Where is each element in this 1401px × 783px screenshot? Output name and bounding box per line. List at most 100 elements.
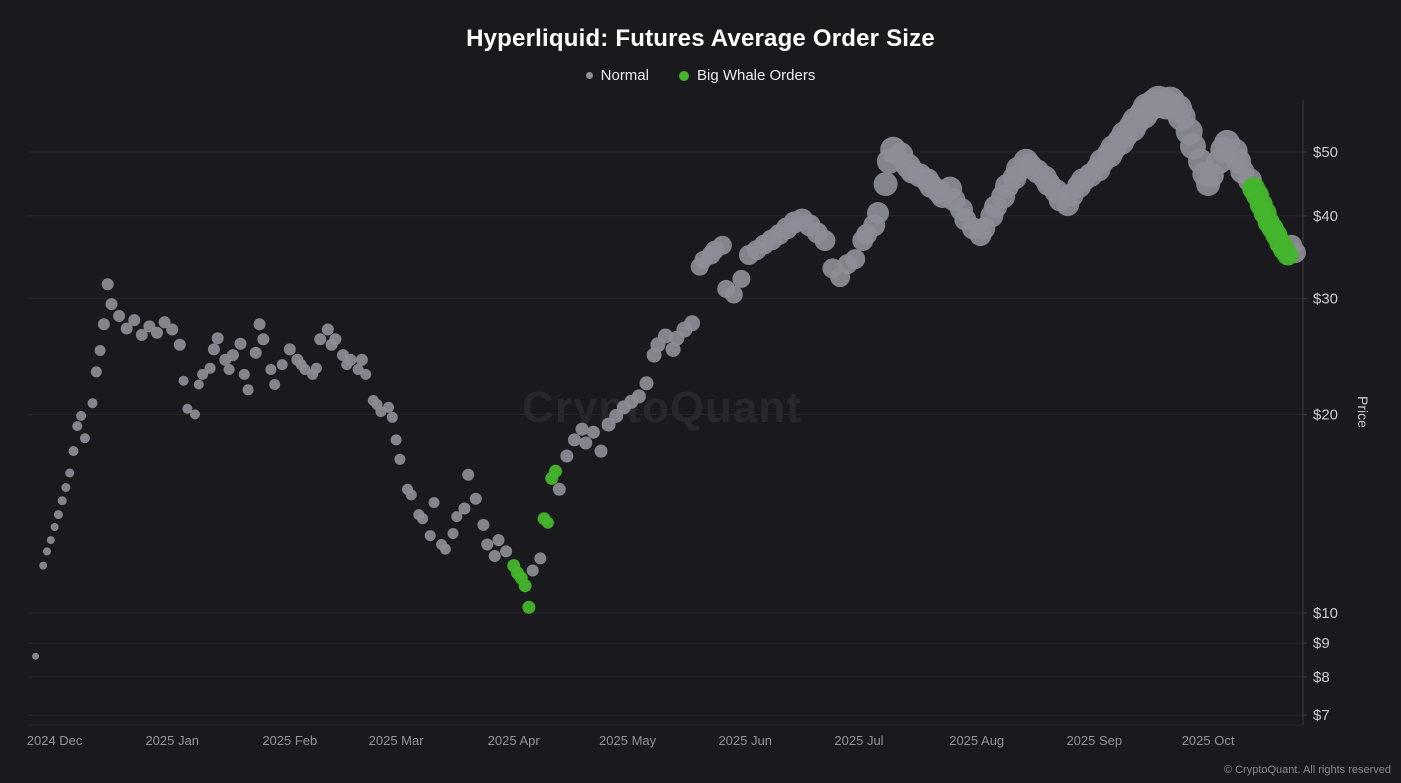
normal-order-point[interactable] (120, 322, 133, 335)
normal-order-point[interactable] (72, 421, 83, 432)
normal-order-point[interactable] (223, 364, 235, 375)
normal-order-point[interactable] (283, 343, 296, 356)
normal-order-point[interactable] (79, 433, 90, 444)
normal-order-point[interactable] (500, 545, 513, 558)
normal-order-point[interactable] (424, 530, 436, 542)
normal-order-point[interactable] (526, 564, 539, 577)
normal-order-point[interactable] (575, 422, 589, 436)
normal-order-point[interactable] (226, 349, 239, 362)
normal-order-point[interactable] (151, 326, 163, 339)
normal-order-point[interactable] (458, 502, 471, 515)
normal-order-point[interactable] (732, 269, 751, 288)
whale-order-point[interactable] (541, 516, 554, 529)
normal-order-point[interactable] (87, 398, 98, 409)
normal-order-point[interactable] (178, 375, 189, 386)
normal-order-point[interactable] (68, 446, 79, 457)
normal-order-point[interactable] (552, 482, 566, 496)
normal-order-point[interactable] (46, 536, 55, 545)
normal-order-point[interactable] (417, 513, 429, 525)
whale-order-point[interactable] (522, 600, 536, 614)
normal-order-point[interactable] (113, 310, 126, 322)
normal-order-point[interactable] (173, 338, 186, 351)
normal-order-point[interactable] (712, 235, 732, 255)
normal-order-point[interactable] (242, 384, 254, 396)
whale-order-point[interactable] (1277, 244, 1299, 266)
normal-order-point[interactable] (128, 314, 141, 327)
normal-order-point[interactable] (390, 434, 402, 446)
normal-order-point[interactable] (639, 376, 654, 391)
normal-order-point[interactable] (873, 172, 898, 197)
normal-order-point[interactable] (238, 368, 250, 380)
normal-order-point[interactable] (845, 249, 866, 270)
whale-order-point[interactable] (549, 464, 562, 478)
normal-order-point[interactable] (249, 346, 262, 359)
normal-order-point[interactable] (428, 497, 440, 509)
normal-order-point[interactable] (190, 409, 200, 420)
normal-order-point[interactable] (462, 468, 475, 481)
normal-order-point[interactable] (276, 359, 288, 371)
normal-order-point[interactable] (477, 518, 490, 531)
normal-order-point[interactable] (76, 410, 87, 421)
normal-order-point[interactable] (405, 489, 417, 501)
normal-order-point[interactable] (451, 511, 463, 523)
normal-order-point[interactable] (197, 368, 209, 380)
normal-order-point[interactable] (329, 333, 342, 346)
normal-order-point[interactable] (314, 333, 327, 346)
normal-order-point[interactable] (204, 362, 216, 374)
normal-order-point[interactable] (534, 552, 547, 565)
normal-order-point[interactable] (101, 278, 114, 291)
normal-order-point[interactable] (53, 510, 63, 520)
normal-order-point[interactable] (234, 337, 247, 350)
normal-order-point[interactable] (360, 368, 372, 380)
normal-order-point[interactable] (135, 328, 148, 341)
legend-item-whale[interactable]: Big Whale Orders (678, 67, 815, 84)
normal-order-point[interactable] (265, 364, 277, 375)
normal-order-point[interactable] (492, 534, 505, 547)
normal-order-point[interactable] (724, 285, 743, 304)
normal-order-point[interactable] (586, 425, 600, 439)
normal-order-point[interactable] (269, 379, 281, 390)
normal-order-point[interactable] (814, 230, 836, 251)
normal-order-point[interactable] (469, 492, 482, 505)
normal-order-point[interactable] (383, 401, 394, 413)
normal-order-point[interactable] (321, 323, 334, 336)
normal-order-point[interactable] (386, 411, 398, 423)
normal-order-point[interactable] (32, 652, 40, 660)
normal-order-point[interactable] (90, 366, 102, 378)
normal-order-point[interactable] (257, 333, 270, 346)
legend-item-normal[interactable]: Normal (585, 67, 649, 84)
normal-order-point[interactable] (65, 468, 75, 478)
normal-order-point[interactable] (344, 353, 357, 366)
normal-order-point[interactable] (253, 318, 266, 331)
normal-order-point[interactable] (488, 550, 501, 562)
normal-order-point[interactable] (207, 343, 220, 356)
normal-order-point[interactable] (94, 345, 106, 356)
normal-order-point[interactable] (61, 483, 71, 492)
normal-order-point[interactable] (158, 316, 171, 329)
normal-order-point[interactable] (567, 433, 581, 447)
normal-order-point[interactable] (310, 362, 322, 374)
normal-order-point[interactable] (394, 453, 406, 465)
normal-order-point[interactable] (447, 528, 459, 539)
normal-order-point[interactable] (57, 496, 67, 506)
normal-order-point[interactable] (684, 315, 701, 332)
normal-order-point[interactable] (560, 449, 574, 463)
normal-order-point[interactable] (594, 444, 608, 458)
normal-order-point[interactable] (631, 389, 646, 404)
whale-order-point[interactable] (518, 579, 532, 593)
normal-order-point[interactable] (658, 328, 673, 344)
normal-order-point[interactable] (182, 403, 193, 414)
normal-order-point[interactable] (439, 543, 451, 555)
normal-order-point[interactable] (867, 202, 889, 224)
normal-order-point[interactable] (355, 353, 368, 366)
normal-order-point[interactable] (211, 332, 224, 345)
normal-order-point[interactable] (39, 561, 48, 570)
normal-order-point[interactable] (166, 323, 179, 336)
normal-order-point[interactable] (105, 298, 118, 311)
normal-order-point[interactable] (579, 436, 593, 450)
normal-order-point[interactable] (481, 538, 494, 551)
normal-order-point[interactable] (43, 547, 51, 556)
normal-order-point[interactable] (193, 379, 204, 390)
normal-order-point[interactable] (97, 318, 110, 331)
